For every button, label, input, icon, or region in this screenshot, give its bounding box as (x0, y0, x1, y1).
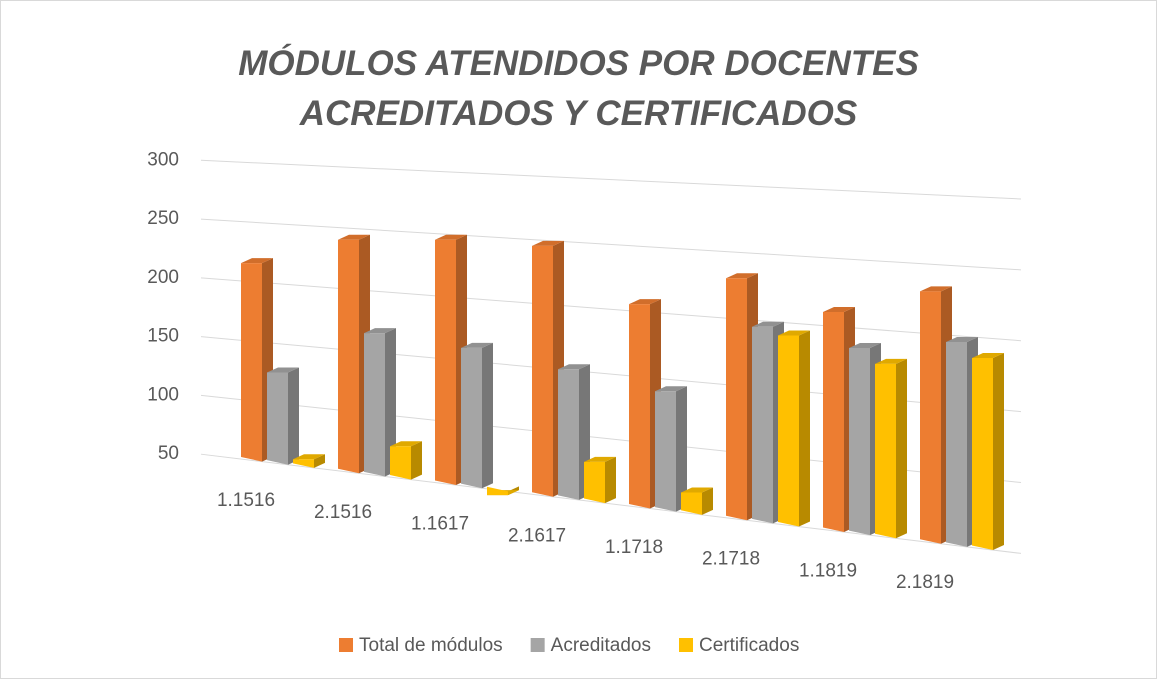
bar-front (752, 326, 773, 524)
bar-top (778, 330, 810, 336)
y-tick-label: 300 (147, 149, 179, 170)
y-tick-label: 50 (158, 443, 179, 464)
bar-side (702, 487, 713, 515)
bar-top (267, 367, 299, 373)
bar-top (920, 286, 952, 292)
bar-side (482, 342, 493, 489)
bar-side (896, 358, 907, 539)
x-tick-label: 1.1718 (605, 537, 663, 558)
x-tick-label: 1.1516 (217, 490, 275, 511)
grid-line (200, 159, 1022, 200)
legend-swatch (339, 638, 353, 652)
bar-front (629, 304, 650, 509)
y-tick-label: 250 (147, 208, 179, 229)
bar-side (799, 330, 810, 527)
bar (972, 353, 1004, 551)
bar (390, 441, 422, 480)
bar-front (390, 446, 411, 480)
bar (461, 342, 493, 489)
bar-front (558, 369, 579, 500)
bar-side (314, 454, 325, 468)
bar-top (629, 299, 661, 305)
bar-top (823, 306, 855, 312)
bar-front (946, 341, 967, 547)
bar-top (752, 321, 784, 327)
x-tick-label: 1.1819 (799, 560, 857, 581)
bar-front (293, 459, 314, 468)
bar-side (411, 441, 422, 480)
grid-line (200, 218, 1022, 271)
bar-front (681, 492, 702, 515)
bar (875, 358, 907, 539)
bar (655, 386, 687, 512)
bar-front (487, 486, 508, 496)
bar-front (778, 335, 799, 527)
bar-top (241, 258, 273, 264)
bar-top (461, 342, 493, 348)
bar-front (920, 291, 941, 544)
bar-top (390, 441, 422, 447)
bar-top (293, 454, 325, 460)
bar-top (584, 456, 616, 462)
x-tick-label: 2.1516 (314, 502, 372, 523)
bar (584, 456, 616, 504)
bar-top (655, 386, 687, 392)
bar (364, 328, 396, 477)
legend-label: Certificados (699, 635, 799, 656)
x-tick-label: 2.1617 (508, 525, 566, 546)
bar (241, 258, 273, 462)
x-tick-label: 1.1617 (411, 514, 469, 535)
bar-front (241, 263, 262, 462)
chart-title: MÓDULOS ATENDIDOS POR DOCENTES ACREDITAD… (238, 44, 919, 133)
bar-top (849, 343, 881, 349)
grid-line (200, 453, 1022, 554)
bar-top (946, 336, 978, 342)
bar-front (875, 363, 896, 539)
bar-top (364, 328, 396, 334)
bar-top (338, 234, 370, 240)
bar-top (972, 353, 1004, 359)
bar-top (875, 358, 907, 364)
bar-top (558, 364, 590, 370)
bar-front (435, 239, 456, 486)
bar-top (532, 240, 564, 246)
bar (267, 367, 299, 465)
bar-front (364, 333, 385, 477)
bar (487, 486, 519, 496)
bar-top (681, 487, 713, 493)
bar (681, 487, 713, 515)
bar-front (584, 461, 605, 504)
bar (558, 364, 590, 500)
bar-side (605, 456, 616, 504)
bar-front (823, 311, 844, 532)
bar-front (726, 278, 747, 521)
bar-front (532, 245, 553, 497)
bar-front (849, 348, 870, 536)
bar-front (338, 239, 359, 474)
legend-swatch (530, 638, 545, 652)
bar (293, 454, 325, 468)
bar-front (655, 391, 676, 512)
bar-top (726, 273, 758, 279)
bar-front (461, 347, 482, 489)
y-tick-label: 200 (147, 267, 179, 288)
bar-side (676, 386, 687, 512)
x-tick-label: 2.1819 (896, 572, 954, 593)
bar-side (288, 367, 299, 465)
legend-label: Total de módulos (359, 635, 503, 656)
grid-line (200, 277, 1022, 342)
bar (778, 330, 810, 527)
legend-swatch (679, 638, 693, 652)
y-tick-label: 150 (147, 326, 179, 347)
bar-side (385, 328, 396, 477)
bar-front (267, 372, 288, 465)
y-tick-label: 100 (147, 384, 179, 405)
bar-side (993, 353, 1004, 551)
bar-front (972, 358, 993, 551)
bar-top (435, 234, 467, 240)
legend-label: Acreditados (551, 635, 651, 656)
x-tick-label: 2.1718 (702, 549, 760, 570)
